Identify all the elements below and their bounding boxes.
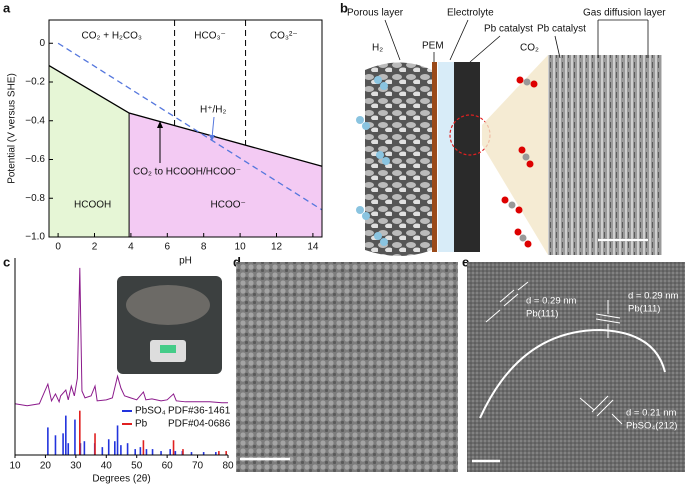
zone-label: CO₂ + H₂CO₃ [82, 31, 142, 42]
tem-image: d = 0.29 nm Pb(111) d = 0.29 nm Pb(111) … [467, 262, 685, 472]
x-tick-label: 40 [101, 461, 113, 472]
x-tick-label: 50 [131, 461, 143, 472]
panel-label: e [462, 254, 469, 269]
line [57, 42, 323, 211]
x-tick-label: 0 [55, 242, 61, 253]
y-axis-label: Potential (V versus SHE) [7, 73, 18, 184]
inset-photo [126, 285, 210, 325]
y-tick-label: −0.6 [25, 154, 45, 165]
arrow-head [157, 121, 163, 128]
annotation: PbSO₄(212) [626, 421, 677, 432]
x-tick-label: 14 [307, 242, 319, 253]
h2-molecules [356, 76, 390, 246]
sem-image [548, 55, 662, 255]
scheme-label: Pb catalyst [484, 24, 533, 35]
y-tick-label: −0.2 [25, 77, 45, 88]
panel-label: b [340, 0, 348, 15]
y-tick-label: 0 [39, 38, 45, 49]
x-tick-label: 10 [9, 461, 21, 472]
sem-image [236, 262, 458, 472]
scheme-label: Porous layer [347, 8, 404, 19]
zone-label: HCO₃⁻ [194, 31, 226, 42]
scheme-label: Gas diffusion layer [583, 8, 666, 19]
plot-frame [48, 19, 323, 238]
annotation: H⁺/H₂ [200, 105, 227, 116]
x-tick-label: 10 [235, 242, 247, 253]
region-label: HCOO⁻ [211, 200, 246, 211]
scheme-label: PEM [422, 41, 444, 52]
x-tick-label: 8 [201, 242, 207, 253]
scheme-label: Electrolyte [447, 8, 494, 19]
x-axis-label: Degrees (2θ) [92, 474, 150, 485]
scheme-label: H₂ [372, 43, 383, 54]
co2-molecules [501, 76, 538, 248]
x-tick-label: 12 [271, 242, 283, 253]
line [48, 64, 323, 167]
x-tick-label: 4 [128, 242, 134, 253]
zone-label: CO₃²⁻ [270, 31, 298, 42]
tem-image [467, 262, 685, 472]
annotation: Pb(111) [526, 309, 558, 320]
region-label: HCOOH [74, 200, 111, 211]
x-tick-label: 70 [192, 461, 204, 472]
pem [432, 62, 437, 252]
scheme-label: CO₂ [520, 43, 539, 54]
scheme: Porous layer PEM Electrolyte Pb catalyst… [347, 8, 666, 256]
electrolyte [438, 62, 454, 252]
y-tick-label: −0.8 [25, 193, 45, 204]
legend-name: Pb [135, 419, 148, 430]
annotation: CO₂ to HCOOH/HCOO⁻ [133, 167, 241, 178]
annotation: d = 0.21 nm [626, 408, 677, 419]
legend-name: PbSO₄ [135, 406, 166, 417]
inset-photo [160, 345, 176, 353]
catalyst [454, 62, 480, 252]
x-tick-label: 60 [162, 461, 174, 472]
region [129, 113, 322, 237]
x-axis-label: pH [179, 256, 192, 267]
scheme-label: Pb catalyst [537, 24, 586, 35]
fringe-marks [485, 281, 623, 425]
arrow-head [209, 135, 215, 141]
x-tick-label: 2 [92, 242, 98, 253]
legend-card: PDF#04-0686 [168, 419, 231, 430]
edge-line [479, 328, 666, 419]
annotation: d = 0.29 nm [628, 291, 679, 302]
x-tick-label: 20 [40, 461, 52, 472]
x-tick-label: 6 [165, 242, 171, 253]
annotation: d = 0.29 nm [526, 296, 577, 307]
panel-label: d [233, 254, 241, 269]
annotation: Pb(111) [628, 304, 660, 315]
x-tick-label: 80 [222, 461, 234, 472]
annotation-arrow [211, 116, 215, 139]
x-tick-label: 30 [70, 461, 82, 472]
legend-card: PDF#36-1461 [168, 406, 231, 417]
y-tick-label: −0.4 [25, 115, 45, 126]
zoom-cone [482, 55, 548, 255]
region [49, 65, 130, 237]
y-tick-label: −1.0 [25, 232, 45, 243]
xrd-trace [14, 267, 228, 407]
panel-label: c [3, 254, 10, 269]
panel-label: a [3, 0, 11, 15]
porous-layer [365, 62, 432, 256]
label-arrows [384, 19, 649, 63]
